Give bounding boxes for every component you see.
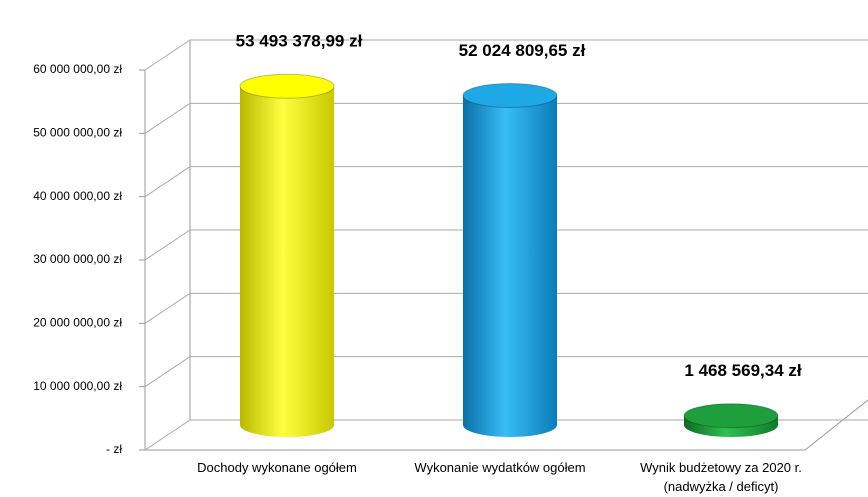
floor-right	[804, 399, 868, 451]
cylinder-body	[240, 86, 334, 437]
cylinder-body	[463, 95, 557, 438]
cylinder	[683, 403, 779, 437]
value-label: 1 468 569,34 zł	[684, 361, 801, 380]
grid-line	[144, 39, 868, 71]
y-tick-label: 30 000 000,00 zł	[33, 252, 122, 266]
grid-line	[144, 229, 868, 261]
y-tick-label: 20 000 000,00 zł	[33, 316, 122, 330]
x-tick-label: Wykonanie wydatków ogółem	[414, 460, 586, 475]
y-tick-label: 40 000 000,00 zł	[33, 189, 122, 203]
grid-line	[144, 102, 868, 134]
grid-line	[144, 166, 868, 198]
x-tick-label: Wynik budżetowy za 2020 r. (nadwyżka / d…	[640, 460, 802, 494]
cylinder-top	[683, 403, 779, 429]
cylinder	[462, 83, 558, 438]
cylinder	[239, 73, 335, 437]
value-label: 52 024 809,65 zł	[459, 41, 586, 60]
cylinder-top	[239, 73, 335, 99]
grid-line	[144, 292, 868, 324]
grid-line	[144, 419, 868, 451]
cylinder-top	[462, 83, 558, 109]
value-label: 53 493 378,99 zł	[236, 32, 363, 51]
y-tick-label: 50 000 000,00 zł	[33, 126, 122, 140]
y-tick-label: 60 000 000,00 zł	[33, 62, 122, 76]
grid-line	[144, 356, 868, 388]
x-tick-label: Dochody wykonane ogółem	[197, 460, 357, 475]
y-tick-label: 10 000 000,00 zł	[33, 379, 122, 393]
y-tick-label: - zł	[106, 442, 122, 456]
